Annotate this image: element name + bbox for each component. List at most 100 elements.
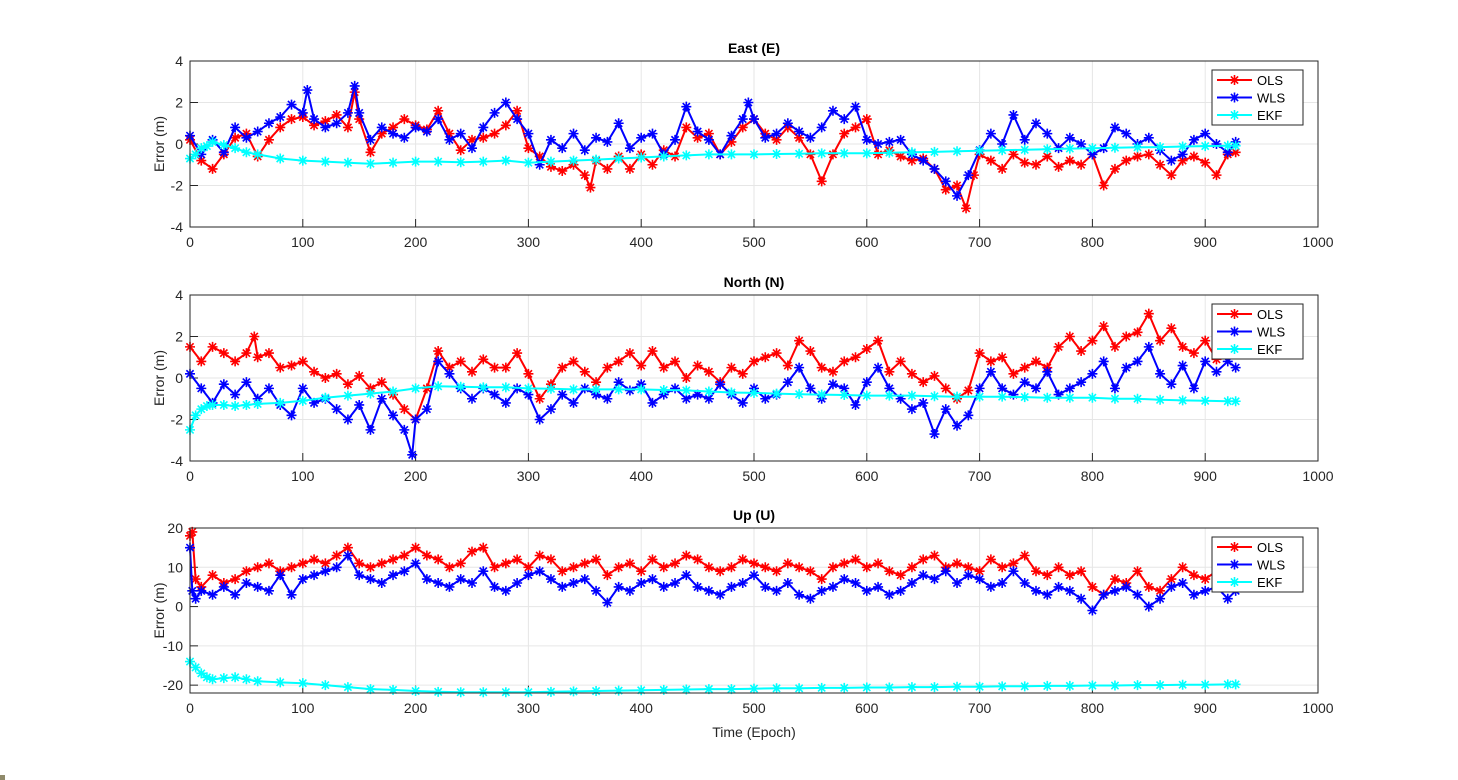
data-point-ols: [523, 368, 534, 379]
data-point-ols: [1109, 163, 1120, 174]
data-point-ekf: [218, 673, 229, 684]
data-point-ekf: [1042, 680, 1053, 691]
data-point-ekf: [1155, 680, 1166, 691]
data-point-ols: [489, 562, 500, 573]
data-point-ols: [1064, 570, 1075, 581]
data-point-ekf: [816, 389, 827, 400]
data-point-wls: [636, 578, 647, 588]
data-point-ols: [230, 356, 241, 367]
x-tick-label: 1000: [1302, 468, 1333, 484]
data-point-ekf: [388, 157, 399, 168]
data-point-ols: [207, 341, 218, 352]
data-point-ekf: [1042, 392, 1053, 403]
data-point-wls: [500, 397, 511, 408]
data-point-ekf: [207, 399, 218, 410]
data-point-ols: [320, 373, 331, 383]
data-point-ols: [579, 558, 590, 569]
data-point-wls: [196, 149, 207, 160]
data-point-wls: [444, 581, 455, 592]
data-point-ekf: [207, 674, 218, 685]
data-point-ols: [320, 558, 331, 569]
data-point-ekf: [1019, 392, 1030, 403]
x-tick-label: 500: [742, 468, 766, 484]
data-point-ekf: [252, 398, 263, 409]
data-point-wls: [388, 128, 399, 139]
data-point-ekf: [455, 157, 466, 168]
legend-label-wls: WLS: [1257, 558, 1286, 573]
y-axis-label: Error (m): [151, 350, 167, 406]
data-point-wls: [715, 589, 726, 600]
data-point-ekf: [365, 158, 376, 169]
y-tick-label: 2: [175, 329, 183, 345]
data-point-ols: [331, 109, 342, 120]
data-point-ols: [286, 360, 297, 371]
data-point-wls: [263, 585, 274, 596]
data-point-ols: [342, 122, 353, 133]
data-point-wls: [523, 128, 534, 139]
data-point-ols: [512, 554, 523, 565]
data-point-ols: [884, 566, 895, 577]
data-point-ols: [568, 562, 579, 573]
data-point-wls: [354, 570, 365, 581]
data-point-ols: [1031, 356, 1041, 367]
subplot-title: East (E): [728, 40, 780, 56]
data-point-ekf: [207, 136, 218, 147]
data-point-wls: [1188, 589, 1199, 600]
data-point-wls: [1132, 356, 1143, 367]
data-point-ekf: [1087, 143, 1098, 154]
data-point-wls: [1143, 132, 1154, 143]
data-point-wls: [534, 566, 545, 577]
data-point-ols: [636, 566, 647, 577]
data-point-ols: [647, 554, 658, 565]
data-point-ols: [1188, 151, 1199, 162]
data-point-ols: [263, 558, 274, 569]
legend-label-wls: WLS: [1257, 91, 1286, 106]
data-point-ols: [760, 562, 771, 573]
data-point-ols: [895, 151, 906, 162]
data-point-ekf: [1177, 141, 1188, 152]
data-point-ols: [1177, 562, 1188, 573]
data-point-ols: [376, 377, 387, 388]
data-point-ols: [1200, 335, 1211, 346]
data-point-ols: [1008, 368, 1019, 379]
data-point-ols: [399, 550, 410, 561]
data-point-wls: [827, 581, 838, 592]
data-point-wls: [760, 132, 771, 143]
data-point-ekf: [1177, 679, 1188, 690]
series-ols: [185, 87, 1241, 214]
data-point-wls: [1087, 605, 1098, 616]
data-point-ekf: [1109, 142, 1120, 153]
data-point-wls: [218, 581, 229, 592]
data-point-ols: [1188, 570, 1199, 581]
data-point-ekf: [613, 685, 624, 696]
y-tick-label: -4: [171, 219, 184, 235]
window-corner: [0, 775, 5, 780]
data-point-ols: [952, 180, 963, 191]
x-tick-label: 300: [517, 468, 541, 484]
data-point-ols: [794, 132, 805, 143]
data-point-ols: [252, 562, 263, 573]
data-point-wls: [895, 134, 906, 145]
data-point-wls: [726, 581, 737, 592]
data-point-ekf: [433, 381, 444, 392]
data-point-wls: [1177, 149, 1188, 160]
data-point-wls: [591, 585, 602, 596]
data-point-wls: [320, 122, 331, 133]
data-point-ekf: [658, 151, 669, 162]
data-point-wls: [658, 581, 669, 592]
x-axis-label: Time (Epoch): [712, 724, 796, 740]
data-point-wls: [1230, 362, 1241, 373]
data-point-ekf: [1200, 141, 1211, 152]
data-point-wls: [1109, 585, 1120, 596]
data-point-ekf: [196, 404, 207, 415]
data-point-wls: [805, 593, 816, 604]
data-point-wls: [703, 393, 714, 404]
data-point-ekf: [726, 387, 737, 398]
data-point-ols: [737, 368, 748, 379]
data-point-wls: [737, 114, 748, 125]
data-point-wls: [263, 383, 274, 394]
data-point-wls: [782, 578, 793, 588]
data-point-wls: [906, 578, 917, 588]
data-point-wls: [512, 114, 523, 125]
data-point-wls: [342, 550, 353, 561]
